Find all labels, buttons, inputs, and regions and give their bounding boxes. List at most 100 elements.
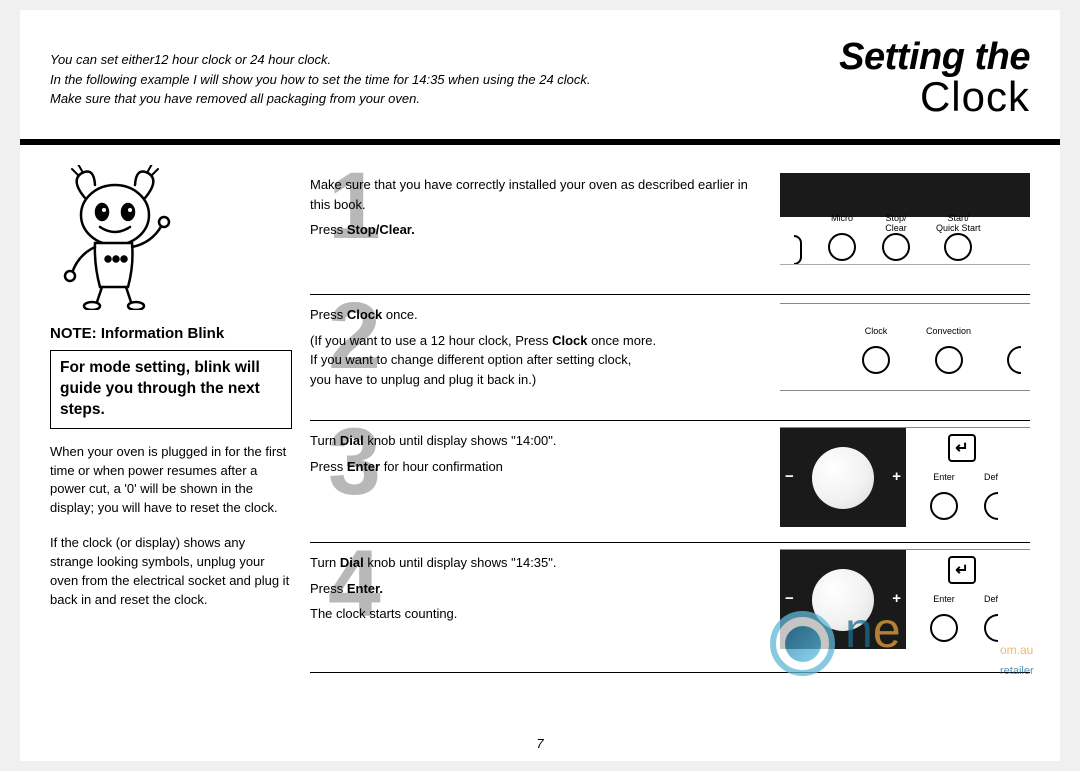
button-label: Micro	[831, 213, 853, 233]
intro-line: You can set either12 hour clock or 24 ho…	[50, 50, 730, 70]
enter-icon-box: ↵	[948, 556, 976, 584]
text: Turn	[310, 555, 340, 570]
text: Press	[310, 307, 347, 322]
mascot-illustration	[50, 165, 180, 310]
enter-icon-box: ↵	[948, 434, 976, 462]
bold: Dial	[340, 433, 364, 448]
note-body: If the clock (or display) shows any stra…	[50, 534, 292, 609]
step-text: Turn Dial knob until display shows "14:3…	[310, 553, 750, 624]
page-number: 7	[20, 736, 1060, 751]
step-line: The clock starts counting.	[310, 604, 750, 624]
panel-display	[780, 173, 1030, 217]
minus-icon: −	[785, 468, 794, 485]
text: once.	[382, 307, 417, 322]
micro-button: Micro	[828, 213, 856, 265]
intro-text: You can set either12 hour clock or 24 ho…	[50, 50, 730, 109]
step-line: Press Clock once.	[310, 305, 750, 325]
button-circle	[935, 346, 963, 374]
bold: Dial	[340, 555, 364, 570]
dial-area: − +	[780, 550, 906, 649]
button-circle	[882, 233, 910, 261]
dial-right: ↵ Enter Def	[914, 550, 1030, 649]
text: you have to unplug and plug it back in.)	[310, 372, 536, 387]
button-label	[1013, 326, 1016, 346]
enter-button: Enter	[930, 594, 958, 642]
defrost-button: Def	[984, 594, 998, 642]
defrost-button: Def	[984, 472, 998, 520]
text: (If you want to use a 12 hour clock, Pre…	[310, 333, 552, 348]
text: for hour confirmation	[380, 459, 503, 474]
note-body: When your oven is plugged in for the fir…	[50, 443, 292, 518]
button-label: Enter	[933, 472, 955, 492]
step-text: Make sure that you have correctly instal…	[310, 175, 750, 240]
note-heading: NOTE: Information Blink	[50, 325, 292, 342]
clock-button: Clock	[862, 326, 890, 374]
plus-icon: +	[892, 468, 901, 485]
control-panel-3: − + ↵ Enter Def	[780, 427, 1030, 527]
step-line: Press Enter.	[310, 579, 750, 599]
button-circle	[1007, 346, 1021, 374]
step-2: 2 Press Clock once. (If you want to use …	[310, 295, 1030, 421]
page-header: You can set either12 hour clock or 24 ho…	[20, 10, 1060, 145]
text: once more.	[587, 333, 656, 348]
button-label: Enter	[933, 594, 955, 614]
bold: Enter	[347, 459, 380, 474]
stop-clear-button: Stop/Clear	[882, 213, 910, 265]
content-area: NOTE: Information Blink For mode setting…	[20, 145, 1060, 673]
enter-buttons: Enter Def	[914, 594, 1030, 642]
step-line: Turn Dial knob until display shows "14:0…	[310, 431, 750, 451]
title-main: Clock	[839, 73, 1030, 121]
intro-line: Make sure that you have removed all pack…	[50, 89, 730, 109]
button-circle	[930, 492, 958, 520]
note-box: For mode setting, blink will guide you t…	[50, 350, 292, 429]
bold: Enter.	[347, 581, 383, 596]
bold: Clock	[347, 307, 382, 322]
minus-icon: −	[785, 590, 794, 607]
bold: Stop/Clear.	[347, 222, 415, 237]
button-partial	[794, 235, 802, 265]
enter-buttons: Enter Def	[914, 472, 1030, 520]
convection-button: Convection	[926, 326, 971, 374]
button-label: Stop/Clear	[885, 213, 907, 233]
button-label: Convection	[926, 326, 971, 346]
text: Press	[310, 222, 347, 237]
step-text: Turn Dial knob until display shows "14:0…	[310, 431, 750, 476]
step-line: Press Enter for hour confirmation	[310, 457, 750, 477]
text: knob until display shows "14:35".	[364, 555, 557, 570]
dial-right: ↵ Enter Def	[914, 428, 1030, 527]
button-label: Def	[984, 594, 998, 614]
step-line: (If you want to use a 12 hour clock, Pre…	[310, 331, 750, 390]
step-line: Press Stop/Clear.	[310, 220, 750, 240]
step-4: 4 Turn Dial knob until display shows "14…	[310, 543, 1030, 673]
button-circle	[828, 233, 856, 261]
plus-icon: +	[892, 590, 901, 607]
start-button: Start/Quick Start	[936, 213, 981, 265]
button-label: Start/Quick Start	[936, 213, 981, 233]
button-circle	[944, 233, 972, 261]
enter-button: Enter	[930, 472, 958, 520]
button-circle	[984, 492, 998, 520]
control-panel-1: Micro Stop/Clear Start/Quick Start	[780, 173, 1030, 265]
step-text: Press Clock once. (If you want to use a …	[310, 305, 750, 389]
button-label: Clock	[865, 326, 888, 346]
left-column: NOTE: Information Blink For mode setting…	[50, 165, 310, 673]
button-circle	[862, 346, 890, 374]
button-partial	[1007, 326, 1021, 374]
intro-line: In the following example I will show you…	[50, 70, 730, 90]
steps-column: 1 Make sure that you have correctly inst…	[310, 165, 1030, 673]
panel-buttons: Clock Convection	[780, 304, 1030, 374]
text: If you want to change different option a…	[310, 352, 631, 367]
text: knob until display shows "14:00".	[364, 433, 557, 448]
control-panel-2: Clock Convection	[780, 303, 1030, 391]
step-1: 1 Make sure that you have correctly inst…	[310, 165, 1030, 295]
dial-knob	[812, 569, 874, 631]
button-label: Def	[984, 472, 998, 492]
step-line: Make sure that you have correctly instal…	[310, 175, 750, 214]
manual-page: You can set either12 hour clock or 24 ho…	[20, 10, 1060, 761]
dial-area: − +	[780, 428, 906, 527]
text: Press	[310, 459, 347, 474]
dial-knob	[812, 447, 874, 509]
panel-buttons: Micro Stop/Clear Start/Quick Start	[780, 213, 1030, 265]
bold: Clock	[552, 333, 587, 348]
step-3: 3 Turn Dial knob until display shows "14…	[310, 421, 1030, 543]
